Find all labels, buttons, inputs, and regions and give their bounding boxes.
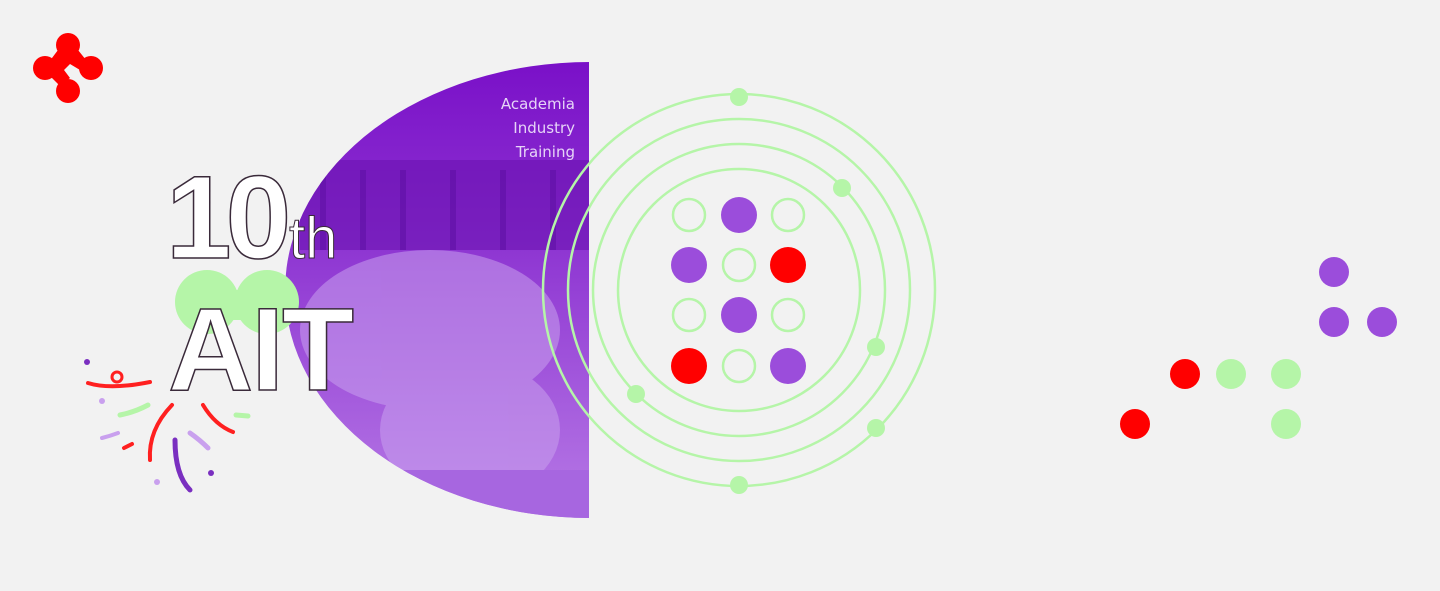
green-blob [175, 270, 299, 334]
grid-dot-outline [721, 247, 757, 283]
logo-icon [33, 33, 103, 103]
tagline-line: Academia [500, 95, 575, 113]
photo-tagline: Academia Industry Training [470, 92, 575, 164]
tagline-line: Training [515, 143, 575, 161]
grid-dot-purple [770, 348, 806, 384]
grid-dot-outline [770, 297, 806, 333]
grid-dot-purple [721, 197, 757, 233]
edition-suffix: th [288, 206, 338, 272]
decorative-dots [1120, 257, 1397, 439]
dot-grid [671, 197, 806, 384]
confetti-icon [84, 359, 251, 493]
grid-dot-outline [721, 348, 757, 384]
grid-dot-outline [671, 197, 707, 233]
tagline-line: Industry [513, 119, 575, 137]
grid-dot-outline [671, 297, 707, 333]
orbit-dots [627, 88, 885, 494]
grid-dot-red [671, 348, 707, 384]
grid-dot-outline [770, 197, 806, 233]
grid-dot-purple [721, 297, 757, 333]
grid-dot-purple [671, 247, 707, 283]
event-acronym: AIT [167, 283, 355, 417]
edition-number: 10 [165, 151, 292, 285]
grid-dot-red [770, 247, 806, 283]
